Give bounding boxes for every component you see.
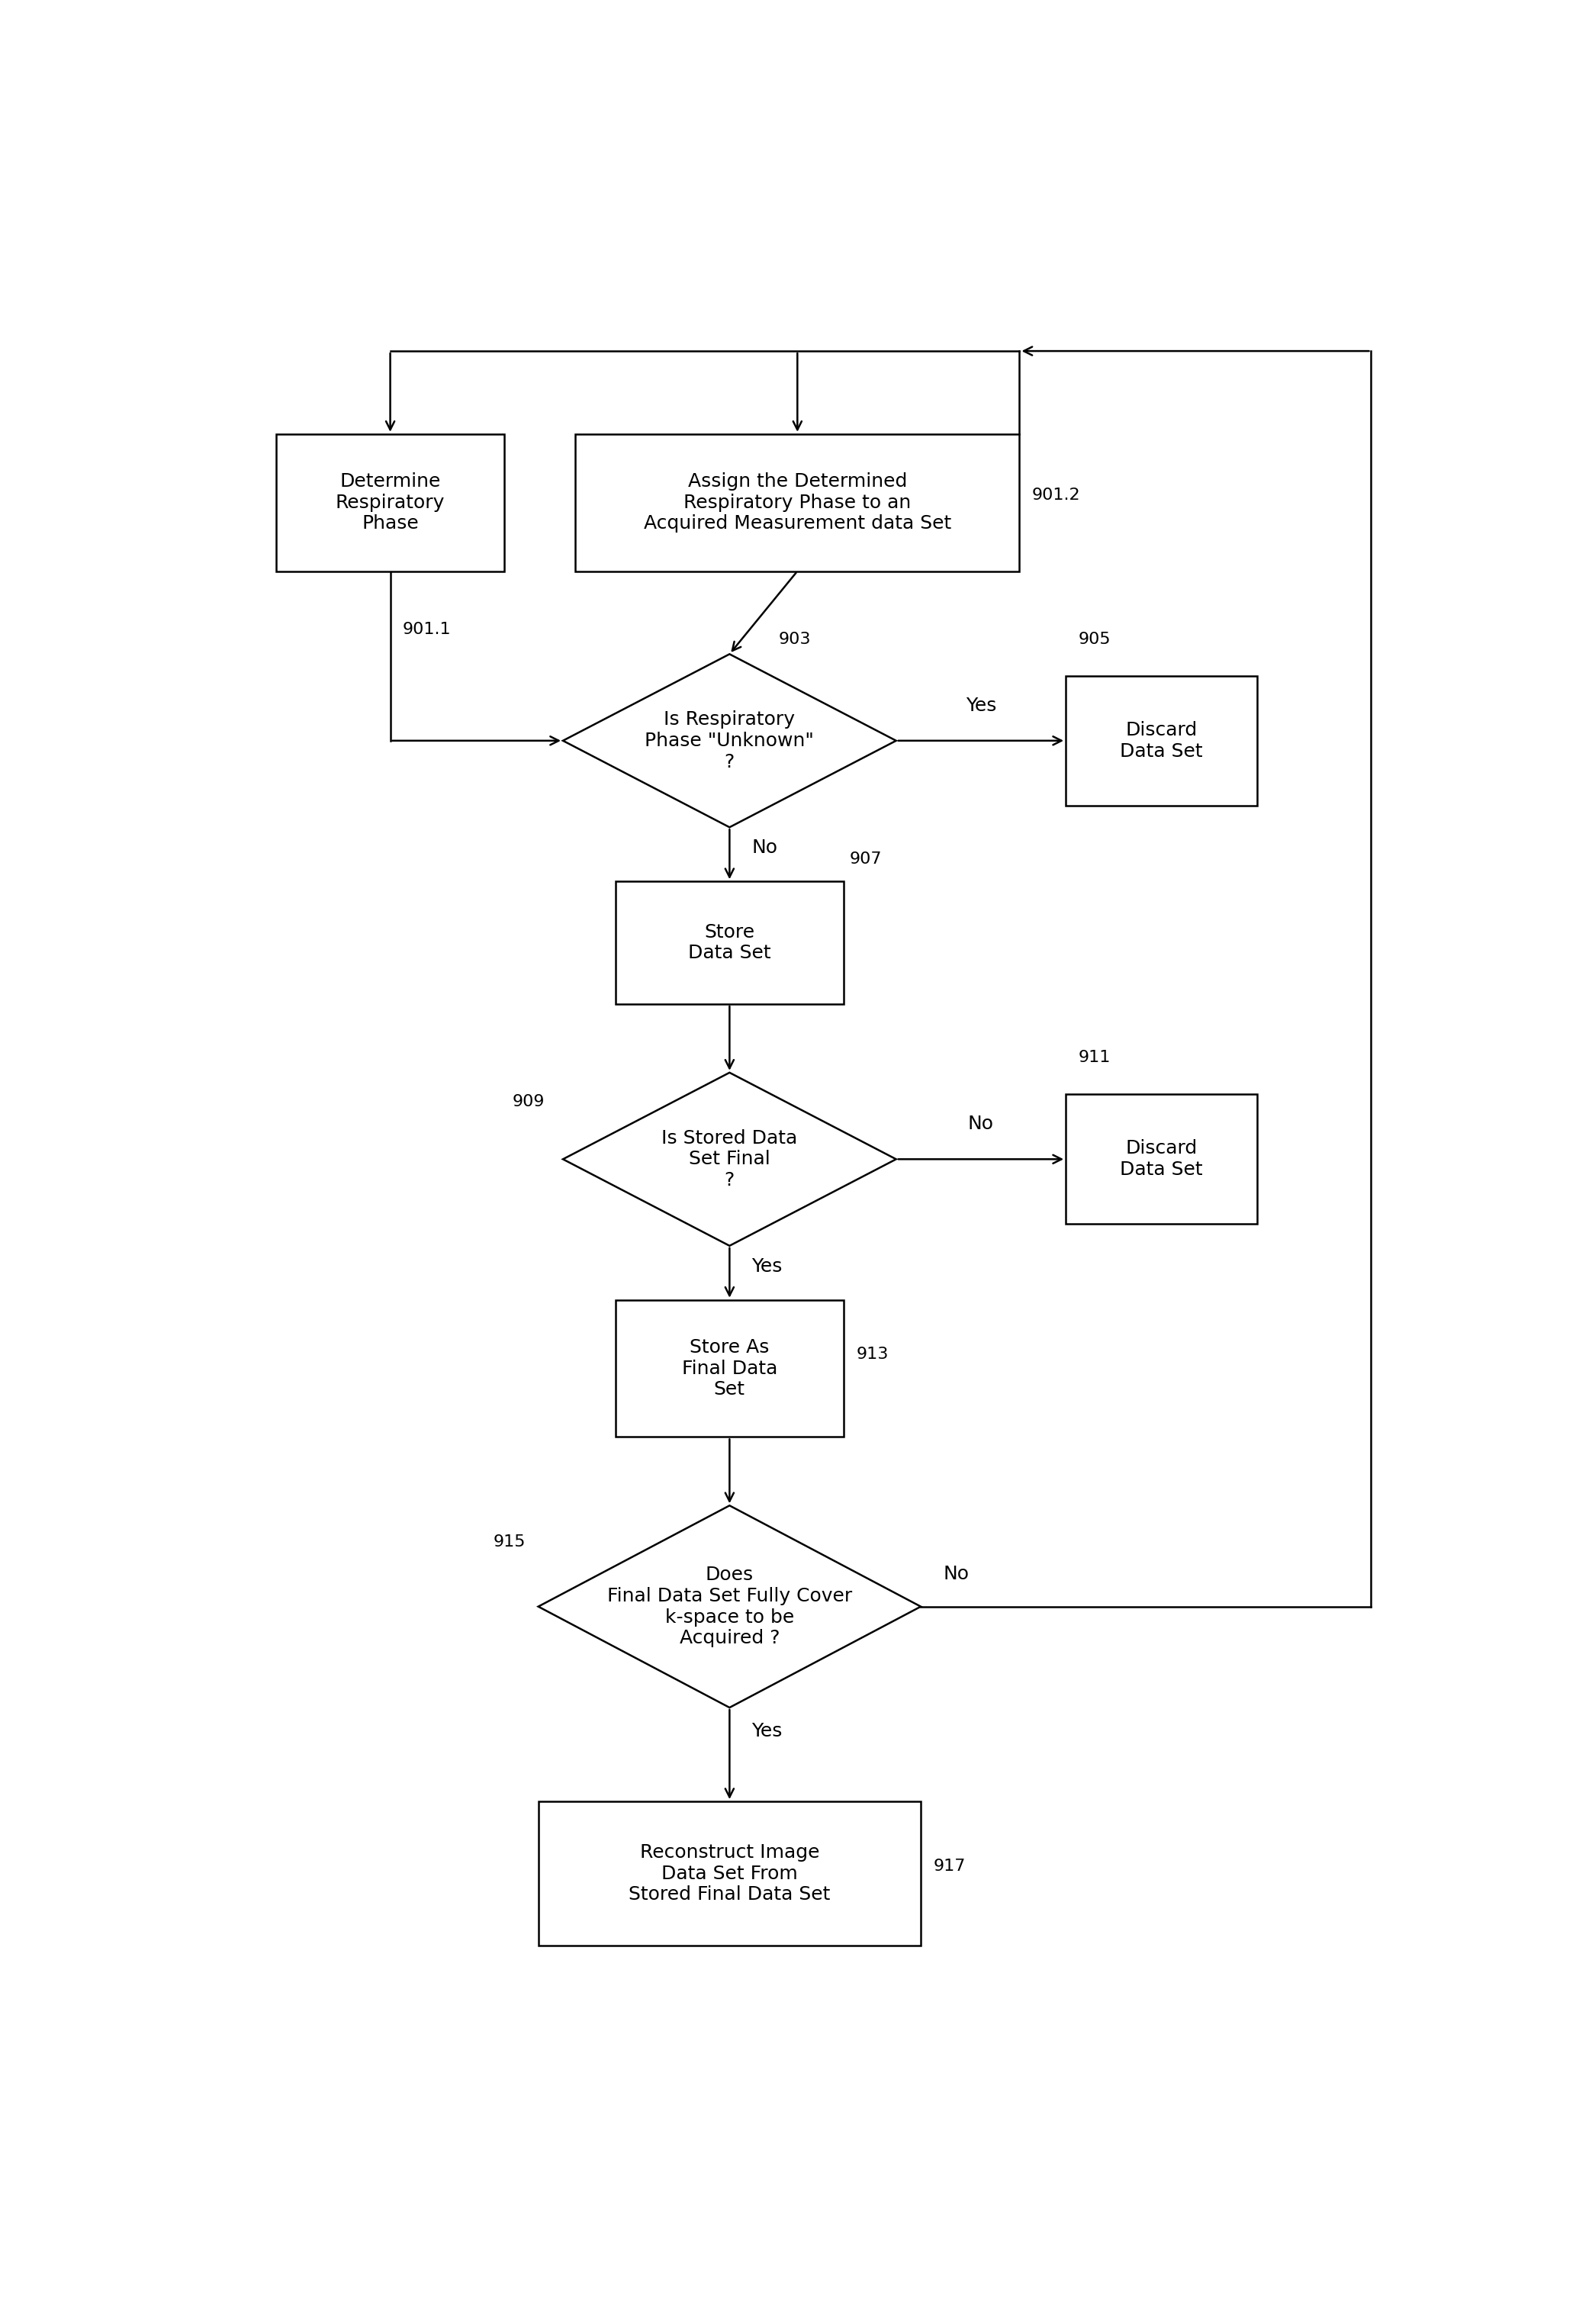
Text: Assign the Determined
Respiratory Phase to an
Acquired Measurement data Set: Assign the Determined Respiratory Phase … xyxy=(643,472,950,532)
Text: No: No xyxy=(942,1564,970,1583)
Bar xyxy=(275,435,505,572)
Polygon shape xyxy=(564,1074,896,1246)
Text: 903: 903 xyxy=(778,632,812,646)
Text: Determine
Respiratory
Phase: Determine Respiratory Phase xyxy=(336,472,444,532)
Text: Yes: Yes xyxy=(751,1722,783,1741)
Text: 911: 911 xyxy=(1078,1050,1110,1064)
Text: Reconstruct Image
Data Set From
Stored Final Data Set: Reconstruct Image Data Set From Stored F… xyxy=(629,1843,831,1903)
Bar xyxy=(538,1801,920,1945)
Text: Is Stored Data
Set Final
?: Is Stored Data Set Final ? xyxy=(662,1129,798,1190)
Text: Store
Data Set: Store Data Set xyxy=(688,923,771,962)
Text: Is Respiratory
Phase "Unknown"
?: Is Respiratory Phase "Unknown" ? xyxy=(645,711,814,772)
Text: Discard
Data Set: Discard Data Set xyxy=(1119,720,1204,760)
Polygon shape xyxy=(564,653,896,827)
Text: Yes: Yes xyxy=(751,1257,783,1276)
Text: 917: 917 xyxy=(933,1859,965,1873)
Text: 901.1: 901.1 xyxy=(403,621,451,637)
Text: Yes: Yes xyxy=(965,697,997,716)
Text: 905: 905 xyxy=(1078,632,1111,646)
Text: 909: 909 xyxy=(513,1095,544,1109)
Text: Discard
Data Set: Discard Data Set xyxy=(1119,1139,1204,1178)
Text: No: No xyxy=(968,1116,993,1134)
Bar xyxy=(616,881,844,1004)
Bar xyxy=(616,1299,844,1436)
Bar xyxy=(1065,676,1258,806)
Text: Store As
Final Data
Set: Store As Final Data Set xyxy=(681,1339,777,1399)
Text: No: No xyxy=(751,839,777,858)
Text: 901.2: 901.2 xyxy=(1032,488,1081,502)
Text: Does
Final Data Set Fully Cover
k-space to be
Acquired ?: Does Final Data Set Fully Cover k-space … xyxy=(607,1566,852,1648)
Polygon shape xyxy=(538,1506,920,1708)
Text: 913: 913 xyxy=(856,1346,888,1362)
Bar xyxy=(1065,1095,1258,1225)
Text: 907: 907 xyxy=(850,851,882,867)
Text: 915: 915 xyxy=(494,1534,525,1550)
Bar xyxy=(575,435,1019,572)
